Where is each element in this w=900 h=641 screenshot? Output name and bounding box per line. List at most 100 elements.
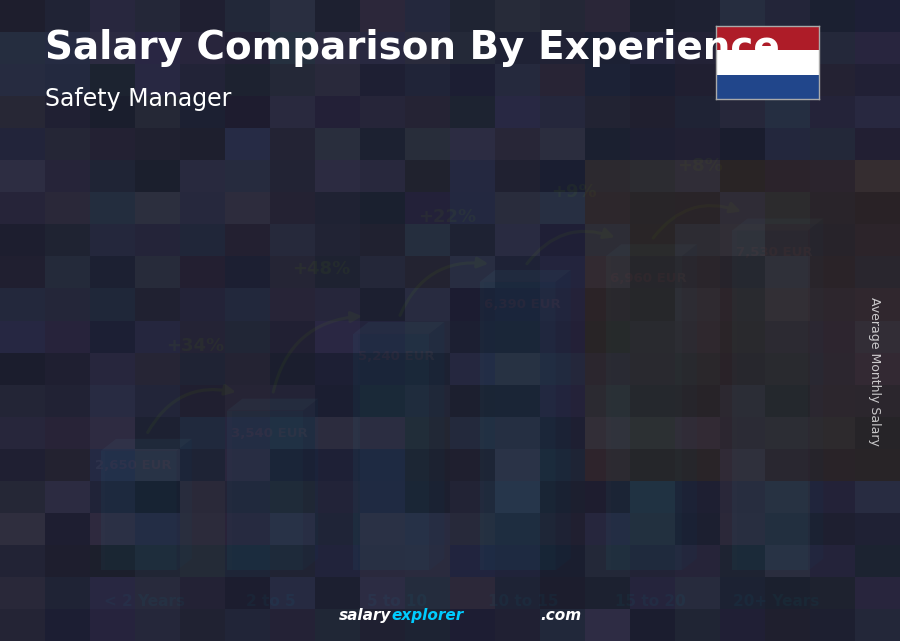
Bar	[585, 320, 630, 353]
Bar	[0, 353, 45, 385]
Bar	[0, 64, 45, 96]
Bar	[180, 481, 225, 513]
Bar	[495, 417, 540, 449]
Bar	[135, 160, 180, 192]
Bar	[270, 513, 315, 545]
Bar	[225, 32, 270, 64]
Bar	[180, 64, 225, 96]
Polygon shape	[606, 256, 610, 570]
Bar	[315, 385, 360, 417]
Bar	[495, 64, 540, 96]
Text: 6,390 EUR: 6,390 EUR	[484, 298, 561, 311]
Bar	[315, 160, 360, 192]
Bar	[675, 160, 720, 192]
Bar	[855, 353, 900, 385]
Bar	[495, 353, 540, 385]
Polygon shape	[733, 230, 808, 570]
Bar	[135, 353, 180, 385]
Bar	[585, 128, 630, 160]
Bar	[135, 128, 180, 160]
Bar	[495, 192, 540, 224]
Bar	[630, 192, 675, 224]
Bar	[135, 288, 180, 320]
Bar	[855, 609, 900, 641]
Bar	[90, 513, 135, 545]
Bar	[540, 353, 585, 385]
Bar	[630, 385, 675, 417]
Bar	[135, 513, 180, 545]
Bar	[405, 417, 450, 449]
Bar	[360, 0, 405, 32]
Bar	[180, 160, 225, 192]
Bar	[675, 481, 720, 513]
Bar	[45, 577, 90, 609]
Bar	[630, 513, 675, 545]
Bar	[270, 0, 315, 32]
Bar	[720, 64, 765, 96]
Bar	[360, 160, 405, 192]
Bar	[45, 224, 90, 256]
Bar	[720, 449, 765, 481]
Bar	[225, 96, 270, 128]
Bar	[360, 256, 405, 288]
Bar	[135, 449, 180, 481]
Bar	[405, 32, 450, 64]
Bar	[90, 481, 135, 513]
Bar	[675, 577, 720, 609]
Bar	[810, 481, 855, 513]
Bar	[135, 417, 180, 449]
Bar	[450, 32, 495, 64]
Bar	[180, 449, 225, 481]
Bar	[720, 128, 765, 160]
Bar	[360, 577, 405, 609]
Bar	[765, 160, 810, 192]
Polygon shape	[429, 322, 445, 570]
Bar	[0, 481, 45, 513]
Polygon shape	[101, 451, 176, 570]
Bar	[630, 609, 675, 641]
Bar	[810, 64, 855, 96]
Bar	[585, 545, 630, 577]
Bar	[540, 609, 585, 641]
Bar	[855, 128, 900, 160]
Bar	[315, 417, 360, 449]
Bar	[135, 0, 180, 32]
Bar	[270, 609, 315, 641]
Bar	[675, 417, 720, 449]
Bar	[0, 577, 45, 609]
Bar	[450, 513, 495, 545]
Bar	[180, 0, 225, 32]
Bar	[630, 320, 675, 353]
Bar	[405, 577, 450, 609]
Bar	[495, 481, 540, 513]
Bar	[585, 449, 630, 481]
Bar	[90, 160, 135, 192]
Bar	[450, 481, 495, 513]
Bar	[720, 385, 765, 417]
Bar	[225, 160, 270, 192]
Bar	[135, 545, 180, 577]
Bar	[630, 353, 675, 385]
Bar	[630, 481, 675, 513]
Bar	[495, 385, 540, 417]
Bar	[810, 96, 855, 128]
Bar	[675, 192, 720, 224]
Bar	[405, 288, 450, 320]
Bar	[270, 160, 315, 192]
Bar	[360, 96, 405, 128]
Bar	[810, 545, 855, 577]
Polygon shape	[733, 219, 824, 230]
Bar	[720, 417, 765, 449]
Bar	[270, 192, 315, 224]
Bar	[585, 609, 630, 641]
Bar	[225, 449, 270, 481]
Bar	[225, 481, 270, 513]
Text: 2 to 5: 2 to 5	[247, 594, 296, 610]
Bar	[45, 513, 90, 545]
Bar	[630, 417, 675, 449]
Bar	[0, 320, 45, 353]
Bar	[45, 353, 90, 385]
Bar	[855, 224, 900, 256]
Bar	[180, 577, 225, 609]
Text: 7,530 EUR: 7,530 EUR	[736, 246, 813, 260]
